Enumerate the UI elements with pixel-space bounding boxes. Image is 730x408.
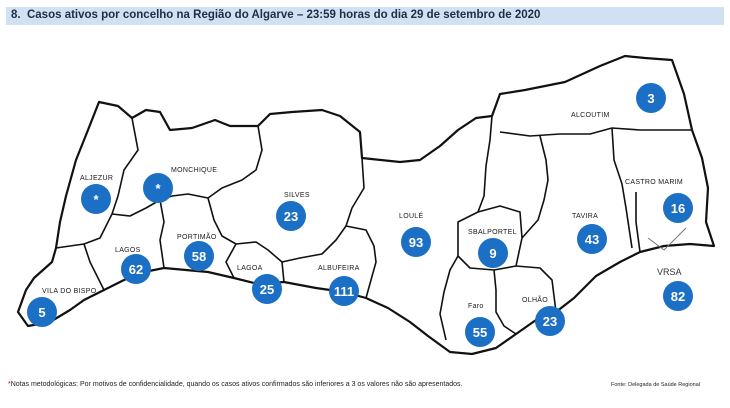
border-alcoutim-south [499,127,692,137]
bubble-castro-marim: 16 [663,193,693,223]
label-tavira: TAVIRA [572,213,598,220]
bubble-value: 23 [543,314,557,329]
label-olhao: OLHÃO [522,295,548,304]
bubble-value: 16 [671,201,685,216]
section-title-text: Casos ativos por concelho na Região do A… [26,9,541,21]
bubble-vila-do-bispo: 5 [27,297,57,327]
bubble-loule: 93 [401,227,431,257]
label-monchique: MONCHIQUE [171,167,217,174]
label-lagos: LAGOS [115,247,141,254]
border-tavira-castro [611,127,633,249]
bubble-circle [329,276,359,306]
bubble-value: * [93,192,99,207]
bubble-circle [143,173,173,203]
source-note: Fonte: Delegada de Saúde Regional [611,382,700,388]
section-header: 8. Casos ativos por concelho na Região d… [6,7,724,25]
border-tavira-inner [521,135,549,239]
border-faro-olhao [493,269,517,335]
section-number: 8. [11,9,21,21]
footnote-text: Notas metodológicas: Por motivos de conf… [10,381,463,388]
label-faro: Faro [468,303,484,310]
label-vila-do-bispo: VILA DO BISPO [42,288,97,295]
municipality-borders [55,115,692,341]
bubble-circle [663,281,693,311]
border-portimao-lagoa [207,197,237,279]
bubble-circle [636,83,666,113]
bubble-circle [252,274,282,304]
bubble-silves: 23 [276,201,306,231]
bubble-value: 111 [334,284,354,299]
bubble-vrsa: 82 [663,281,693,311]
label-alcoutim: ALCOUTIM [571,112,610,119]
bubble-value: 3 [647,91,654,106]
border-sbalportel [457,205,523,271]
bubble-value: 55 [473,325,487,340]
label-vrsa: VRSA [657,267,682,277]
bubble-portimao: 58 [184,241,214,271]
bubble-alcoutim: 3 [636,83,666,113]
bubble-circle [401,227,431,257]
region-outline [16,54,716,356]
bubble-circle [27,297,57,327]
bubble-circle [663,193,693,223]
bubble-value: 43 [585,232,599,247]
bubble-value: 62 [129,262,143,277]
bubble-circle [577,224,607,254]
bubble-sbalportel: 9 [478,238,508,268]
border-monchique-silves [171,125,263,199]
label-sbalportel: SBALPORTEL [468,229,517,236]
border-castro-vrsa [635,192,641,253]
label-castro-marim: CASTRO MARIM [625,179,683,186]
bubble-olhao: 23 [535,306,565,336]
bubble-faro: 55 [465,317,495,347]
bubble-circle [276,201,306,231]
bubble-value: * [155,181,161,196]
border-lagos-portimao [159,199,165,269]
bubble-aljezur: * [81,184,111,214]
bubble-circle [535,306,565,336]
label-lagoa: LAGOA [237,265,263,272]
border-vilabispo-lagos-2 [83,243,105,291]
bubble-lagoa: 25 [252,274,282,304]
bubble-value: 25 [260,282,274,297]
border-vilabispo-lagos [55,213,113,249]
border-olhao-tavira [515,265,557,313]
bubble-circle [81,184,111,214]
bubble-monchique: * [143,173,173,203]
border-faro-loule [439,255,459,341]
bubble-value: 5 [38,305,45,320]
bubble-circle [465,317,495,347]
bubble-value: 23 [284,209,298,224]
label-loule: LOULÉ [399,211,423,220]
bubble-lagos: 62 [121,254,151,284]
border-loule-alcoutim [477,115,493,213]
border-silves-loule [345,157,365,227]
bubble-value: 93 [409,235,423,250]
label-silves: SILVES [284,192,310,199]
label-aljezur: ALJEZUR [80,175,113,182]
label-portimao: PORTIMÃO [177,232,217,241]
vrsa-pointer [647,227,687,251]
border-lagoa-silves [235,241,285,283]
bubble-value: 58 [192,249,206,264]
bubble-tavira: 43 [577,224,607,254]
section-title: 8. Casos ativos por concelho na Região d… [11,9,540,21]
border-aljezur-monchique [111,117,139,215]
bubble-circle [121,254,151,284]
bubble-albufeira: 111 [329,276,359,306]
label-albufeira: ALBUFEIRA [318,265,360,272]
bubble-value: 82 [671,289,685,304]
methodology-footnote: *Notas metodológicas: Por motivos de con… [8,381,463,388]
bubble-circle [184,241,214,271]
bubble-value: 9 [489,246,496,261]
footnote-asterisk: * [8,381,11,388]
bubble-circle [478,238,508,268]
